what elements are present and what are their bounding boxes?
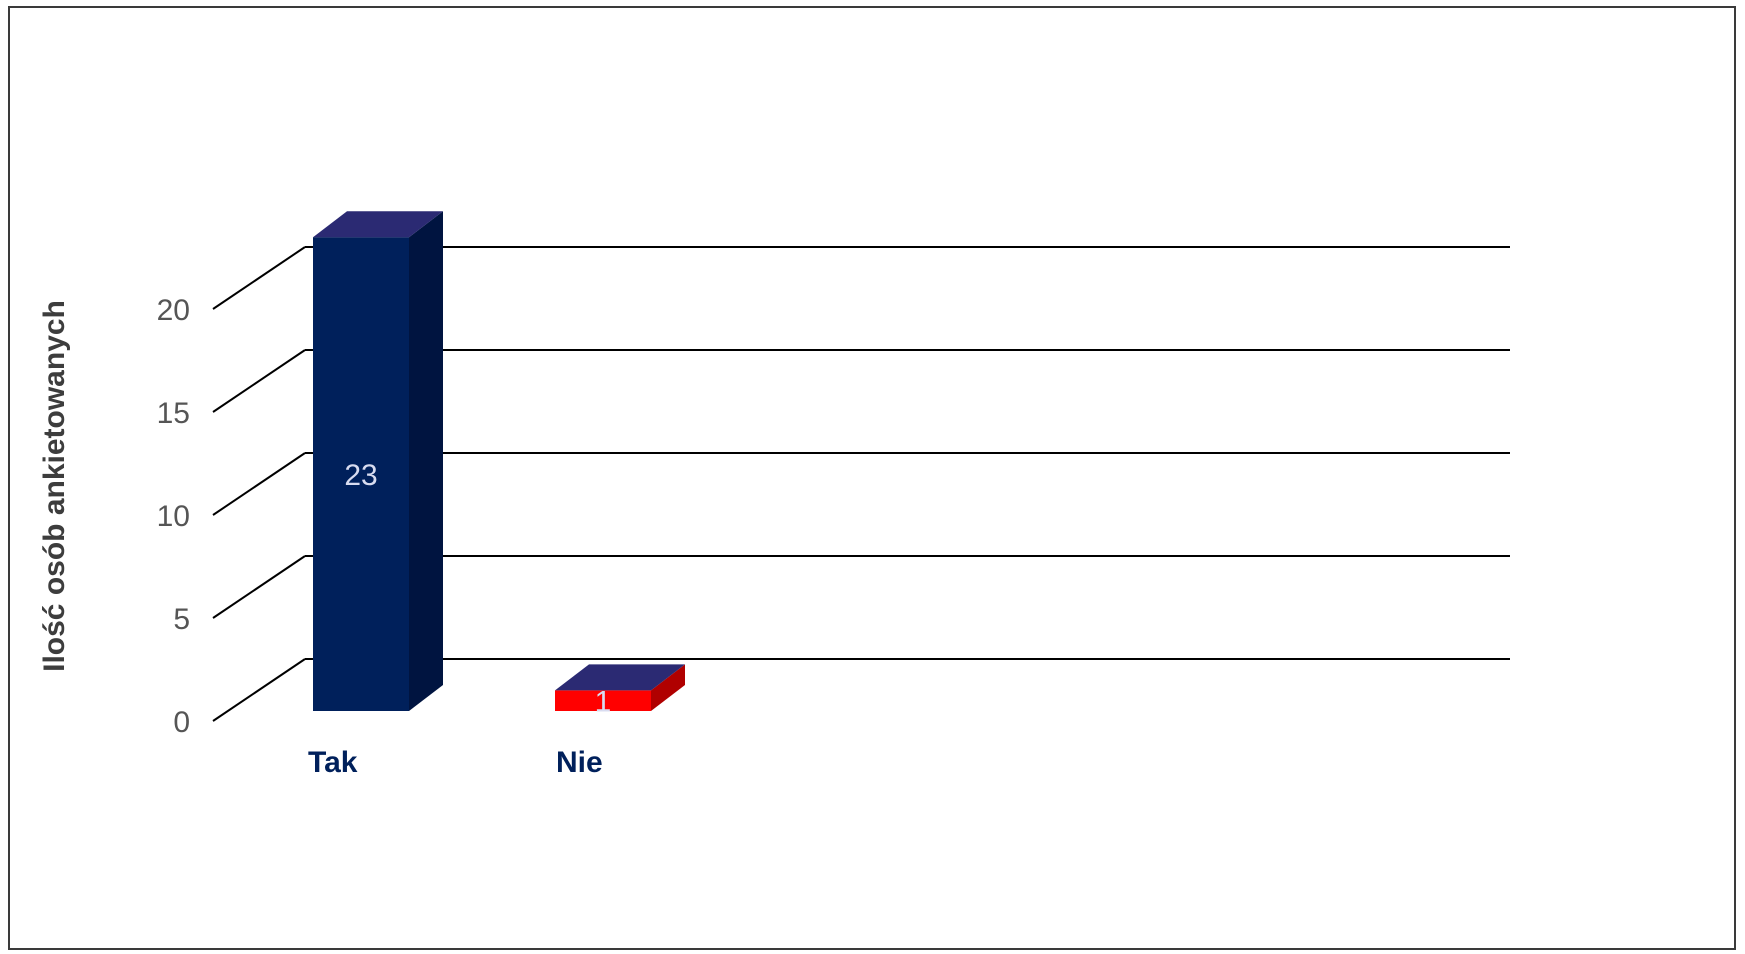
gridline-diagonal xyxy=(212,658,306,722)
x-category-label: Tak xyxy=(308,746,358,779)
bar-front xyxy=(313,237,409,711)
y-tick-label: 20 xyxy=(157,294,190,327)
bar-front xyxy=(555,690,651,711)
bar-nie: 1 xyxy=(555,664,685,719)
bar-side xyxy=(651,664,685,711)
gridline-diagonal xyxy=(212,452,306,516)
gridlines xyxy=(212,246,1510,722)
bar-chart: 0 5 10 15 20 23 1 Tak Nie Ilość osób ankietowa… xyxy=(38,211,1510,779)
y-tick-label: 10 xyxy=(157,500,190,533)
bar-tak: 23 xyxy=(313,211,443,711)
gridline-diagonal xyxy=(212,246,306,310)
bars: 23 1 xyxy=(313,211,685,719)
y-axis-ticks: 0 5 10 15 20 xyxy=(157,294,190,739)
gridline-diagonal xyxy=(212,349,306,413)
bar-top xyxy=(555,664,685,691)
y-tick-label: 0 xyxy=(173,706,190,739)
bar-data-label: 23 xyxy=(344,459,377,492)
y-tick-label: 15 xyxy=(157,397,190,430)
chart-frame: 0 5 10 15 20 23 1 Tak Nie Ilość osób ankietowa… xyxy=(8,6,1736,950)
gridline-diagonal xyxy=(212,555,306,619)
x-axis-categories: Tak Nie xyxy=(308,746,603,779)
y-axis-label: Ilość osób ankietowanych xyxy=(38,300,71,672)
y-tick-label: 5 xyxy=(173,603,190,636)
bar-side xyxy=(409,211,443,711)
bar-top xyxy=(313,211,443,238)
x-category-label: Nie xyxy=(556,746,603,779)
bar-data-label: 1 xyxy=(595,686,612,719)
